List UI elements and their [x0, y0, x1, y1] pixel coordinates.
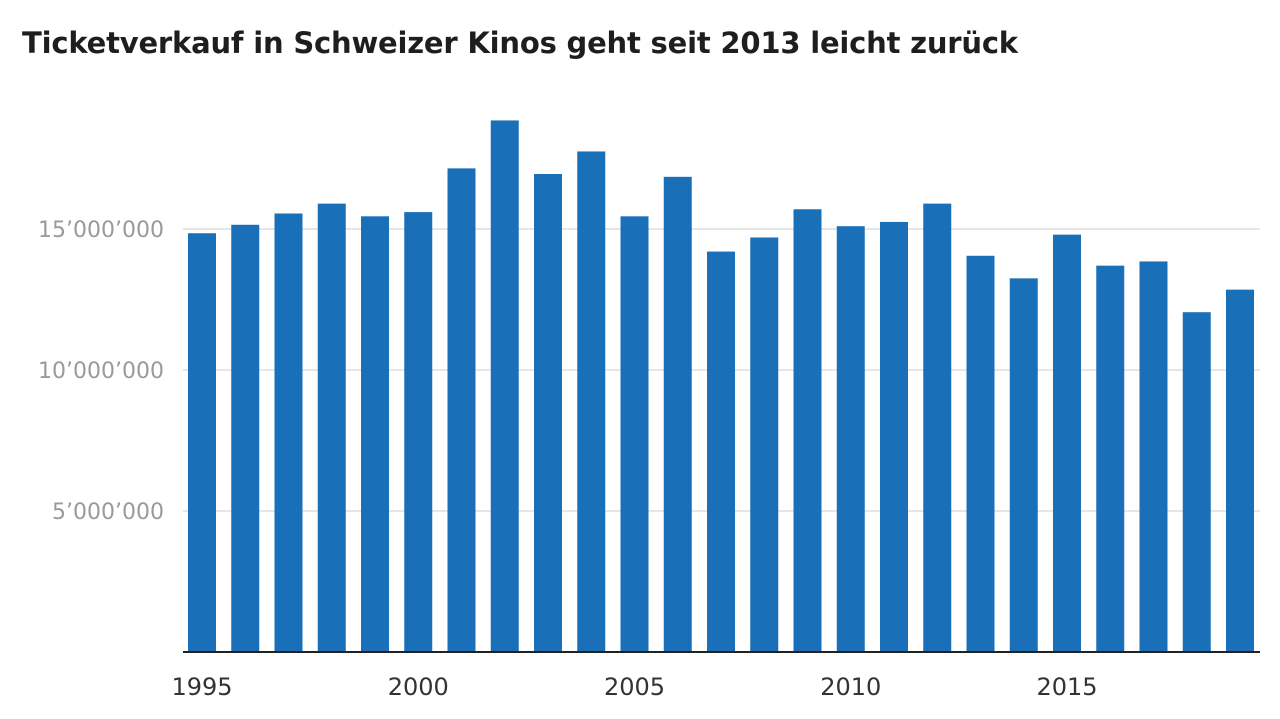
bar-2019: [1226, 289, 1254, 652]
bar-2002: [490, 120, 519, 653]
bars: [188, 120, 1254, 653]
y-axis-tick-labels: 5’000’000 10’000’000 15’000’000: [38, 218, 164, 525]
bar-2008: [750, 237, 779, 652]
bar-2018: [1182, 312, 1211, 652]
y-tick-label: 5’000’000: [52, 500, 164, 525]
bar-1995: [188, 233, 216, 653]
bar-2010: [836, 226, 865, 652]
x-tick-label: 2015: [1036, 673, 1097, 701]
bar-1996: [231, 224, 260, 652]
bar-1999: [361, 216, 389, 652]
x-tick-label: 2005: [604, 673, 665, 701]
bar-2017: [1139, 261, 1168, 652]
bar-2006: [663, 176, 692, 652]
chart-title: Ticketverkauf in Schweizer Kinos geht se…: [22, 26, 1018, 60]
bar-1997: [274, 213, 303, 653]
bar-2014: [1009, 278, 1038, 652]
x-axis-tick-labels: 1995 2000 2005 2010 2015: [171, 673, 1097, 701]
bar-2016: [1096, 265, 1125, 652]
y-tick-label: 10’000’000: [38, 359, 164, 384]
y-tick-label: 15’000’000: [38, 218, 164, 243]
x-tick-label: 1995: [171, 673, 232, 701]
bar-2003: [534, 174, 562, 652]
bar-2012: [923, 203, 952, 652]
x-tick-label: 2000: [388, 673, 449, 701]
bar-2011: [880, 221, 908, 652]
bar-2005: [620, 216, 649, 652]
bar-2004: [577, 151, 606, 652]
bar-2000: [404, 212, 433, 652]
bar-1998: [317, 203, 346, 652]
bar-2007: [707, 251, 735, 652]
x-tick-label: 2010: [820, 673, 881, 701]
bar-2013: [966, 255, 995, 653]
bar-2001: [447, 168, 476, 652]
bar-2009: [793, 209, 822, 652]
bar-2015: [1053, 234, 1081, 652]
